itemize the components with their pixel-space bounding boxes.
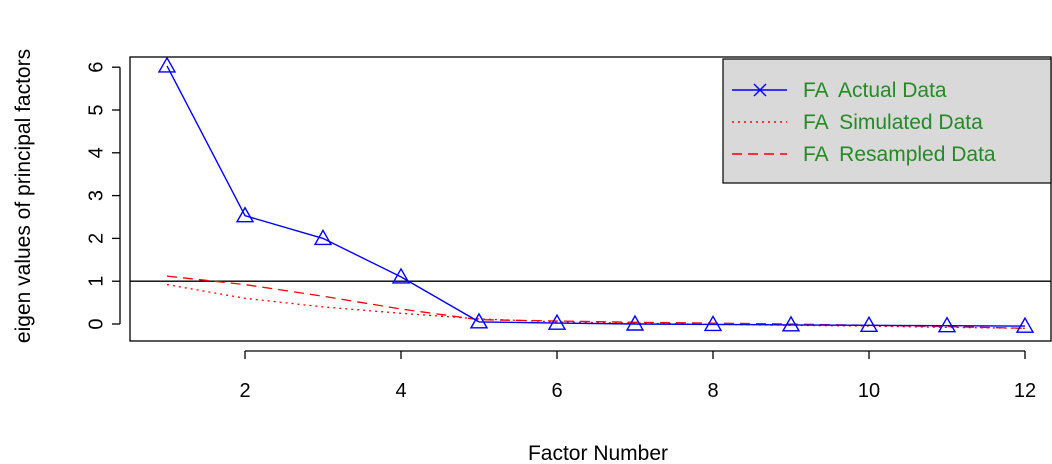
x-tick-label: 8 — [707, 380, 718, 402]
y-axis: 0 1 2 3 4 5 6 — [85, 62, 121, 330]
x-tick-label: 4 — [395, 380, 406, 402]
data-point — [391, 267, 411, 284]
series-line — [166, 275, 1026, 329]
plot-area — [129, 56, 1052, 342]
series-line — [166, 65, 1026, 327]
legend-label: FA Resampled Data — [803, 143, 996, 166]
data-point — [859, 315, 879, 332]
y-tick-label: 6 — [85, 62, 107, 73]
y-tick-label: 5 — [85, 104, 107, 115]
y-axis-title: eigen values of principal factors — [12, 49, 35, 343]
series-group — [157, 56, 1035, 333]
y-tick-label: 2 — [85, 233, 107, 244]
data-point — [937, 316, 957, 333]
data-point — [469, 312, 489, 329]
data-point — [703, 315, 723, 332]
data-point — [547, 313, 567, 330]
legend-label: FA Simulated Data — [803, 111, 983, 134]
data-point — [235, 206, 255, 223]
data-point — [157, 56, 177, 73]
legend-marker — [753, 83, 767, 97]
x-axis-title: Factor Number — [528, 442, 668, 464]
data-point — [313, 228, 333, 246]
x-tick-label: 2 — [239, 380, 250, 402]
series-line — [166, 283, 1026, 329]
data-point — [781, 315, 801, 332]
x-tick-label: 10 — [858, 380, 880, 402]
legend-box — [722, 58, 1052, 184]
plot-border — [129, 56, 1052, 342]
y-tick-label: 0 — [85, 318, 107, 329]
y-tick-label: 4 — [85, 147, 107, 158]
x-axis: 2 4 6 8 10 12 — [239, 350, 1036, 402]
data-point — [625, 314, 645, 331]
data-point — [1015, 316, 1035, 333]
y-tick-label: 1 — [85, 276, 107, 287]
y-tick-label: 3 — [85, 190, 107, 201]
legend-label: FA Actual Data — [803, 79, 947, 102]
legend: FA Actual Data FA Simulated Data FA Resamp… — [722, 58, 1052, 184]
x-tick-label: 12 — [1014, 380, 1036, 402]
x-tick-label: 6 — [551, 380, 562, 402]
